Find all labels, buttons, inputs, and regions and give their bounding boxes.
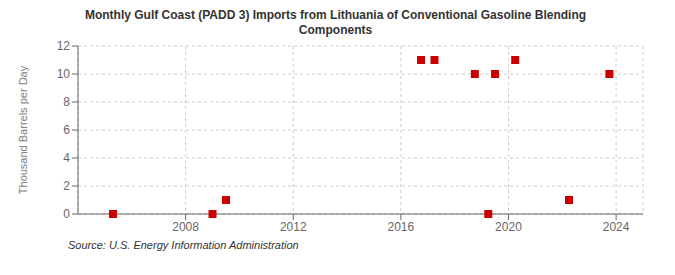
svg-text:10: 10 <box>57 67 71 81</box>
html-text:Components: Components <box>298 23 373 37</box>
svg-text:12: 12 <box>57 39 71 53</box>
svg-text:2024: 2024 <box>603 220 630 234</box>
html-text:Source: U.S. Energy Informatio: Source: U.S. Energy Information Administ… <box>68 239 299 251</box>
html-text:Monthly Gulf Coast (PADD 3) Im: Monthly Gulf Coast (PADD 3) Imports from… <box>84 8 587 22</box>
svg-text:2016: 2016 <box>388 220 415 234</box>
svg-text:2020: 2020 <box>495 220 522 234</box>
svg-text:0: 0 <box>63 207 70 221</box>
svg-text:2: 2 <box>63 179 70 193</box>
svg-text:4: 4 <box>63 151 70 165</box>
svg-text:2012: 2012 <box>280 220 307 234</box>
svg-text:2008: 2008 <box>172 220 199 234</box>
svg-text:8: 8 <box>63 95 70 109</box>
svg-text:6: 6 <box>63 123 70 137</box>
svg-text:Thousand Barrels per Day: Thousand Barrels per Day <box>17 65 29 194</box>
